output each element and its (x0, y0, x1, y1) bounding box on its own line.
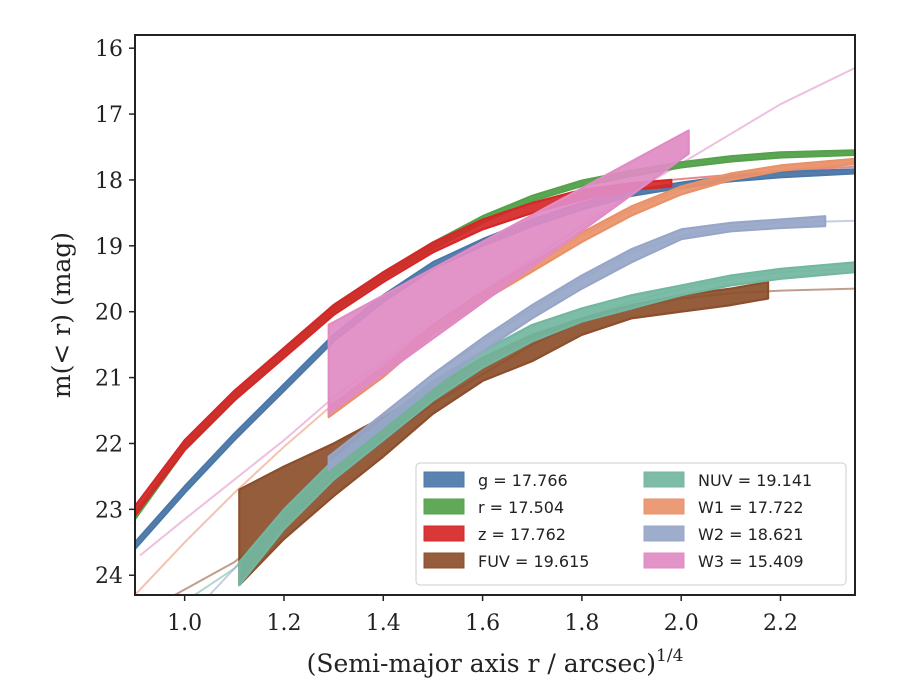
x-axis-label: (Semi-major axis r / arcsec)1/4 (307, 646, 684, 678)
legend-label: W2 = 18.621 (698, 525, 804, 544)
x-tick-label: 1.8 (564, 611, 599, 636)
y-axis-label: m(< r) (mag) (47, 232, 76, 398)
y-tick-label: 24 (95, 564, 123, 589)
axis-ticks: 1.0 1.2 1.4 1.6 1.8 2.0 2.2 16 17 18 19 20 21 22 23 24 (95, 37, 798, 636)
x-tick-label: 2.2 (763, 611, 798, 636)
legend-label: FUV = 19.615 (478, 552, 589, 571)
legend-swatch (643, 471, 685, 488)
legend-label: z = 17.762 (478, 525, 566, 544)
legend-label: r = 17.504 (478, 498, 564, 517)
y-tick-label: 22 (95, 432, 123, 457)
y-tick-label: 21 (95, 367, 123, 392)
legend-label: g = 17.766 (478, 471, 568, 490)
plot-frame (134, 34, 856, 596)
legend-label: W3 = 15.409 (698, 552, 804, 571)
data-bands (135, 129, 855, 587)
x-tick-label: 1.2 (266, 611, 301, 636)
x-tick-label: 1.0 (167, 611, 202, 636)
legend-swatch (643, 498, 685, 515)
legend-label: NUV = 19.141 (698, 471, 812, 490)
x-axis-label-text: (Semi-major axis r / arcsec) (307, 649, 656, 678)
y-tick-label: 16 (95, 37, 123, 62)
legend-label: W1 = 17.722 (698, 498, 804, 517)
y-tick-label: 18 (95, 169, 123, 194)
x-tick-label: 2.0 (664, 611, 699, 636)
legend-swatch (643, 525, 685, 542)
x-axis-label-exponent: 1/4 (656, 646, 683, 666)
legend-box (415, 462, 847, 586)
x-tick-label: 1.4 (366, 611, 401, 636)
y-tick-label: 19 (95, 235, 123, 260)
data-band-z (135, 178, 673, 518)
y-tick-label: 20 (95, 301, 123, 326)
legend-swatch (423, 498, 465, 515)
legend-swatch (423, 471, 465, 488)
legend: g = 17.766 r = 17.504 z = 17.762 FUV = 19.6… (415, 462, 847, 586)
x-tick-label: 1.6 (465, 611, 500, 636)
y-tick-label: 17 (95, 103, 123, 128)
legend-swatch (423, 552, 465, 569)
data-band-w2 (327, 215, 827, 471)
legend-swatch (643, 552, 685, 569)
y-axis-label-text: m(< r) (mag) (47, 232, 76, 398)
data-band-w3 (327, 129, 690, 415)
y-tick-label: 23 (95, 498, 123, 523)
legend-swatch (423, 525, 465, 542)
